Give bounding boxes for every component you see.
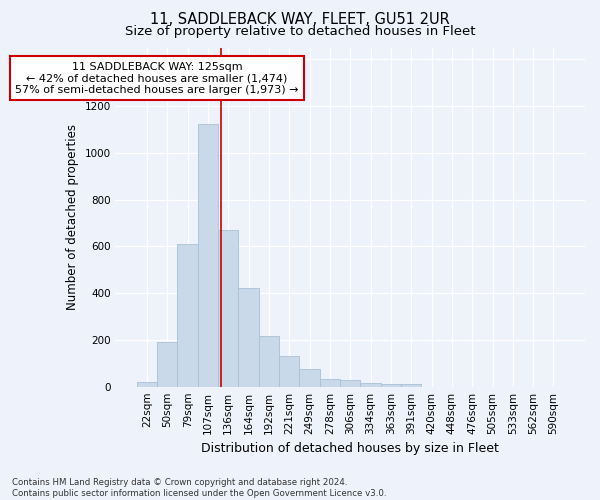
Bar <box>279 356 299 386</box>
X-axis label: Distribution of detached houses by size in Fleet: Distribution of detached houses by size … <box>202 442 499 455</box>
Bar <box>401 384 421 386</box>
Bar <box>178 244 198 386</box>
Bar <box>198 124 218 386</box>
Bar <box>218 230 238 386</box>
Bar <box>340 380 361 386</box>
Bar <box>238 288 259 386</box>
Bar <box>137 382 157 386</box>
Bar <box>381 384 401 386</box>
Bar <box>157 342 178 386</box>
Text: Contains HM Land Registry data © Crown copyright and database right 2024.
Contai: Contains HM Land Registry data © Crown c… <box>12 478 386 498</box>
Bar <box>259 336 279 386</box>
Text: 11 SADDLEBACK WAY: 125sqm
← 42% of detached houses are smaller (1,474)
57% of se: 11 SADDLEBACK WAY: 125sqm ← 42% of detac… <box>16 62 299 94</box>
Text: 11, SADDLEBACK WAY, FLEET, GU51 2UR: 11, SADDLEBACK WAY, FLEET, GU51 2UR <box>150 12 450 28</box>
Bar <box>320 379 340 386</box>
Y-axis label: Number of detached properties: Number of detached properties <box>66 124 79 310</box>
Bar <box>299 369 320 386</box>
Bar <box>361 383 381 386</box>
Text: Size of property relative to detached houses in Fleet: Size of property relative to detached ho… <box>125 25 475 38</box>
